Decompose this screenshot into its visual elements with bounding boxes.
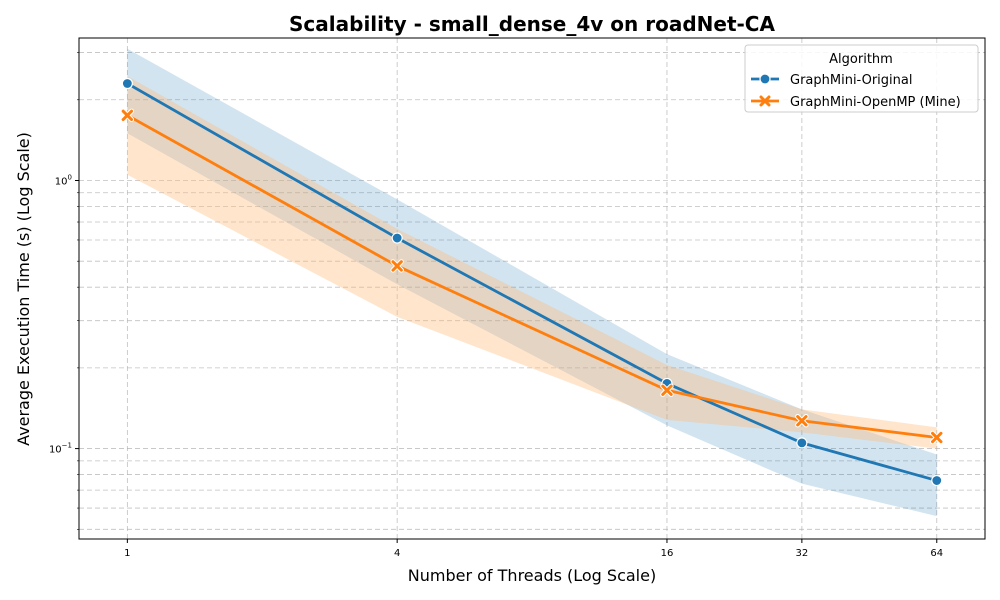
y-tick-label: 10−1 (49, 442, 72, 456)
x-axis-label: Number of Threads (Log Scale) (408, 566, 656, 585)
marker-stroke (931, 431, 943, 444)
data-point (660, 383, 674, 397)
confidence-bands (127, 48, 937, 517)
grid (79, 38, 985, 539)
data-point (120, 108, 135, 123)
legend-item: GraphMini-OpenMP (Mine) (751, 95, 961, 110)
legend-title: Algorithm (829, 52, 893, 67)
legend-box (744, 44, 979, 113)
chart-title: Scalability - small_dense_4v on roadNet-… (289, 12, 775, 36)
y-tick-label: 100 (55, 173, 72, 187)
x-tick-label: 1 (124, 548, 130, 559)
marker-stroke (796, 415, 808, 427)
legend-marker (759, 95, 771, 107)
legend-item: GraphMini-Original (751, 73, 912, 88)
legend: Algorithm GraphMini-Original GraphMini-Op… (744, 44, 979, 113)
x-tick-label: 64 (930, 548, 943, 559)
data-point (930, 430, 944, 445)
x-tick-label: 16 (661, 548, 674, 559)
series-markers (120, 77, 944, 487)
data-point (931, 474, 943, 487)
confidence-band (127, 48, 937, 517)
legend-label: GraphMini-Original (790, 73, 912, 88)
marker-stroke (391, 260, 403, 272)
plot-frame (78, 37, 986, 540)
legend-marker (759, 73, 771, 85)
axis-ticks: 1 4 16 32 64 10−1 100 (49, 52, 943, 559)
legend-items: GraphMini-Original GraphMini-OpenMP (Mine… (751, 73, 961, 110)
data-point (390, 259, 404, 273)
y-axis-label: Average Execution Time (s) (Log Scale) (14, 132, 33, 446)
x-tick-label: 4 (394, 548, 400, 559)
data-point (795, 414, 809, 428)
data-point (796, 437, 808, 449)
marker-stroke (661, 384, 673, 396)
data-point (121, 77, 133, 90)
legend-label: GraphMini-OpenMP (Mine) (790, 95, 961, 110)
x-tick-label: 32 (795, 548, 808, 559)
data-point (391, 232, 403, 244)
marker-stroke (121, 109, 134, 122)
